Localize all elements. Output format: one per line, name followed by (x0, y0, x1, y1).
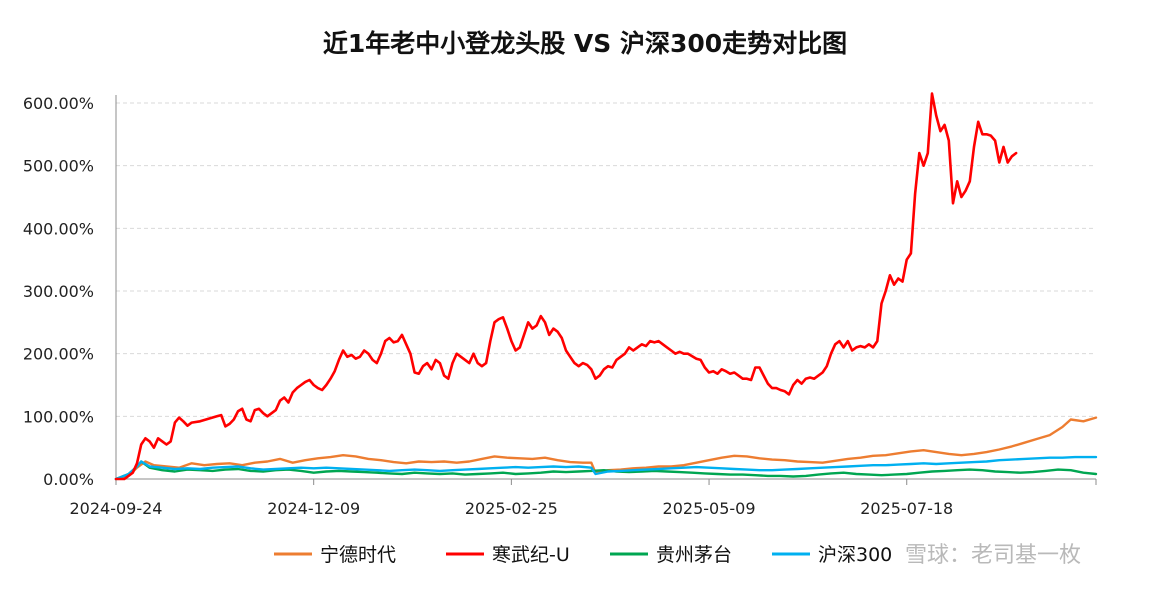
legend: 宁德时代 寒武纪-U 贵州茅台 沪深300 (274, 544, 892, 566)
x-tick-label: 2024-09-24 (70, 499, 163, 518)
grid (116, 102, 1096, 417)
legend-label: 贵州茅台 (656, 544, 732, 566)
legend-label: 寒武纪-U (492, 544, 570, 566)
legend-label: 沪深300 (818, 544, 892, 566)
y-tick-label: 200.00% (23, 345, 94, 364)
series-line-3 (114, 455, 1098, 481)
watermark: 雪球：老司基一枚 (905, 543, 1081, 568)
y-tick-label: 100.00% (23, 407, 94, 426)
x-tick-label: 2025-02-25 (465, 499, 558, 518)
axes: 0.00% 100.00% 200.00% 300.00% 400.00% 500.00%… (23, 94, 1097, 518)
y-tick-label: 300.00% (23, 282, 94, 301)
x-tick-label: 2025-05-09 (663, 499, 756, 518)
chart-title: 近1年老中小登龙头股 VS 沪深300走势对比图 (323, 29, 847, 58)
series-line-1 (114, 92, 1018, 481)
y-tick-label: 500.00% (23, 157, 94, 176)
series-line-2 (114, 460, 1098, 481)
y-tick-label: 400.00% (23, 219, 94, 238)
x-tick-label: 2025-07-18 (860, 499, 953, 518)
y-tick-label: 0.00% (43, 470, 94, 489)
x-tick-label: 2024-12-09 (267, 499, 360, 518)
series-lines (114, 92, 1098, 481)
y-tick-label: 600.00% (23, 94, 94, 113)
legend-label: 宁德时代 (320, 544, 396, 566)
